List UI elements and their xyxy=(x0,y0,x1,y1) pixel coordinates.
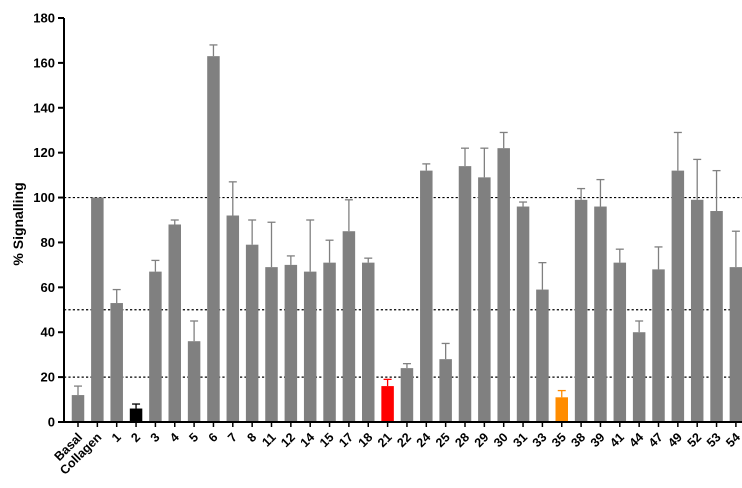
x-tick-label-52: 52 xyxy=(685,430,705,450)
x-tick-label-41: 41 xyxy=(607,430,627,450)
bar-21 xyxy=(381,386,394,422)
bar-7 xyxy=(226,215,240,422)
bar-17 xyxy=(342,231,356,422)
bar-54 xyxy=(729,267,742,422)
y-axis-ticks: 0 20 40 60 80 100 120 140 160 180 xyxy=(33,11,64,430)
x-tick-label-14: 14 xyxy=(298,430,318,450)
bar-15 xyxy=(323,262,336,422)
x-tick-label-38: 38 xyxy=(568,430,588,450)
y-tick-label-40: 40 xyxy=(41,325,55,340)
x-tick-label-33: 33 xyxy=(530,430,550,450)
x-tick-label-21: 21 xyxy=(375,430,395,450)
x-tick-label-53: 53 xyxy=(704,430,724,450)
bar-Basal xyxy=(71,395,85,422)
bar-33 xyxy=(536,289,549,422)
bar-28 xyxy=(458,166,472,422)
y-tick-label-100: 100 xyxy=(33,190,55,205)
bar-11 xyxy=(265,267,278,422)
bar-30 xyxy=(497,148,510,422)
bar-14 xyxy=(303,271,317,422)
y-tick-label-120: 120 xyxy=(33,145,55,160)
bar-44 xyxy=(632,332,646,422)
y-tick-label-20: 20 xyxy=(41,370,55,385)
x-tick-label-15: 15 xyxy=(317,430,337,450)
x-tick-label-29: 29 xyxy=(472,430,492,450)
bar-4 xyxy=(168,224,181,422)
bar-47 xyxy=(652,269,665,422)
x-tick-label-17: 17 xyxy=(336,430,356,450)
bar-1 xyxy=(110,303,123,422)
x-tick-label-1: 1 xyxy=(109,430,124,445)
bar-12 xyxy=(284,264,298,422)
x-tick-label-22: 22 xyxy=(394,430,414,450)
bar-6 xyxy=(207,56,220,423)
x-tick-label-47: 47 xyxy=(646,430,666,450)
bars xyxy=(71,44,742,423)
bar-Collagen xyxy=(91,197,104,422)
x-tick-label-3: 3 xyxy=(148,430,163,445)
bar-39 xyxy=(594,206,607,422)
x-tick-label-28: 28 xyxy=(452,430,472,450)
bar-18 xyxy=(362,262,375,422)
bar-38 xyxy=(574,199,588,422)
bar-22 xyxy=(400,368,414,422)
bar-52 xyxy=(690,199,704,422)
x-tick-label-11: 11 xyxy=(259,430,278,449)
x-tick-label-12: 12 xyxy=(278,430,298,450)
x-tick-label-54: 54 xyxy=(723,430,742,450)
bar-5 xyxy=(187,341,201,422)
axes xyxy=(63,18,742,423)
x-tick-label-8: 8 xyxy=(244,430,259,445)
y-tick-label-160: 160 xyxy=(33,55,55,70)
x-tick-label-7: 7 xyxy=(225,430,240,445)
bar-25 xyxy=(439,359,452,422)
x-tick-label-25: 25 xyxy=(433,430,453,450)
y-tick-label-0: 0 xyxy=(48,415,55,430)
x-tick-label-39: 39 xyxy=(588,430,608,450)
bar-31 xyxy=(516,206,530,422)
bar-2 xyxy=(129,408,143,422)
x-tick-label-35: 35 xyxy=(549,430,569,450)
y-tick-label-80: 80 xyxy=(41,235,55,250)
x-tick-label-49: 49 xyxy=(665,430,685,450)
x-tick-label-2: 2 xyxy=(128,430,143,445)
bar-41 xyxy=(613,262,627,422)
bar-49 xyxy=(671,170,685,422)
y-tick-label-60: 60 xyxy=(41,280,55,295)
bar-24 xyxy=(420,170,433,422)
bar-8 xyxy=(245,244,259,422)
x-tick-label-30: 30 xyxy=(491,430,511,450)
bar-3 xyxy=(149,271,162,422)
bar-53 xyxy=(710,211,723,422)
x-tick-label-44: 44 xyxy=(627,430,647,450)
x-tick-label-6: 6 xyxy=(206,430,221,445)
x-tick-label-18: 18 xyxy=(356,430,376,450)
x-tick-label-31: 31 xyxy=(510,430,530,450)
y-tick-label-140: 140 xyxy=(33,100,55,115)
x-tick-label-24: 24 xyxy=(414,430,434,450)
x-tick-label-4: 4 xyxy=(167,430,182,445)
x-tick-label-5: 5 xyxy=(186,430,201,445)
y-tick-label-180: 180 xyxy=(33,11,55,26)
bar-29 xyxy=(478,177,491,422)
y-axis-title: % Signalling xyxy=(10,182,26,265)
bar-35 xyxy=(555,397,568,422)
